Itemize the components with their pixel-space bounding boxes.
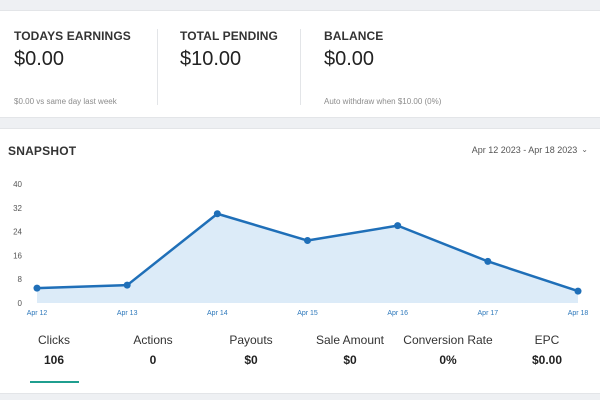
series-points (33, 210, 582, 295)
metric-value: 106 (43, 353, 65, 367)
metric-label: Payouts (229, 333, 273, 347)
metric-value: $0.00 (531, 353, 563, 367)
x-tick-label: Apr 14 (207, 310, 228, 317)
metric-tab-payouts[interactable]: Payouts $0 (215, 333, 287, 367)
total-pending-label: TOTAL PENDING (180, 29, 278, 43)
y-tick-label: 32 (13, 204, 22, 213)
data-point[interactable] (304, 237, 311, 245)
active-tab-indicator (30, 381, 79, 383)
y-tick-label: 16 (13, 251, 22, 260)
metrics-tabs: Clicks 106 Actions 0 Payouts $0 Sale Amo… (0, 333, 600, 389)
earnings-summary-card: TODAYS EARNINGS $0.00 $0.00 vs same day … (0, 10, 600, 118)
x-tick-label: Apr 17 (478, 310, 499, 317)
stat-divider (300, 29, 301, 105)
data-point[interactable] (574, 287, 582, 295)
metric-value: $0 (343, 353, 357, 367)
todays-earnings-value: $0.00 (14, 48, 65, 70)
data-point[interactable] (394, 222, 402, 230)
total-pending-value: $10.00 (180, 48, 242, 70)
balance-label: BALANCE (324, 29, 384, 43)
todays-earnings-comparison: $0.00 vs same day last week (14, 97, 117, 106)
y-tick-label: 0 (18, 299, 23, 308)
series-area (37, 213, 578, 303)
metric-tab-conversion-rate[interactable]: Conversion Rate 0% (400, 333, 496, 367)
x-tick-label: Apr 13 (117, 310, 138, 317)
y-tick-label: 24 (13, 228, 22, 237)
data-point[interactable] (33, 284, 41, 292)
y-tick-label: 8 (18, 275, 23, 284)
total-pending-stat: TOTAL PENDING $10.00 (180, 11, 300, 119)
balance-stat: BALANCE $0.00 Auto withdraw when $10.00 … (324, 11, 584, 119)
data-point[interactable] (213, 210, 221, 218)
x-axis: Apr 12 Apr 13 Apr 14 Apr 15 Apr 16 Apr 17 Apr … (27, 310, 589, 317)
metric-tab-sale-amount[interactable]: Sale Amount $0 (305, 333, 395, 367)
snapshot-title: SNAPSHOT (8, 144, 77, 158)
todays-earnings-stat: TODAYS EARNINGS $0.00 $0.00 vs same day … (14, 11, 159, 119)
date-range-label: Apr 12 2023 - Apr 18 2023 (471, 145, 578, 155)
data-point[interactable] (123, 281, 131, 289)
snapshot-card: SNAPSHOT Apr 12 2023 - Apr 18 2023 ⌄ 0 8 1… (0, 128, 600, 394)
x-tick-label: Apr 15 (297, 310, 318, 317)
metric-label: Actions (133, 333, 173, 347)
todays-earnings-label: TODAYS EARNINGS (14, 29, 131, 43)
x-tick-label: Apr 16 (387, 310, 408, 317)
metric-value: 0% (439, 353, 457, 367)
metric-label: EPC (534, 333, 560, 347)
x-tick-label: Apr 12 (27, 310, 48, 317)
chevron-down-icon: ⌄ (581, 144, 588, 154)
x-tick-label: Apr 18 (568, 310, 589, 317)
auto-withdraw-note: Auto withdraw when $10.00 (0%) (324, 97, 442, 106)
metric-tab-epc[interactable]: EPC $0.00 (515, 333, 579, 367)
metric-label: Sale Amount (315, 333, 385, 347)
metric-value: 0 (149, 353, 157, 367)
date-range-picker[interactable]: Apr 12 2023 - Apr 18 2023 ⌄ (471, 144, 588, 156)
y-tick-label: 40 (13, 180, 22, 189)
metric-tab-actions[interactable]: Actions 0 (118, 333, 188, 367)
balance-value: $0.00 (324, 48, 375, 70)
y-axis: 0 8 16 24 32 40 (13, 180, 22, 308)
data-point[interactable] (484, 257, 492, 265)
metric-label: Clicks (38, 333, 70, 347)
metric-tab-clicks[interactable]: Clicks 106 (18, 333, 90, 367)
metric-label: Conversion Rate (403, 333, 493, 347)
stat-divider (157, 29, 158, 105)
metric-value: $0 (244, 353, 258, 367)
